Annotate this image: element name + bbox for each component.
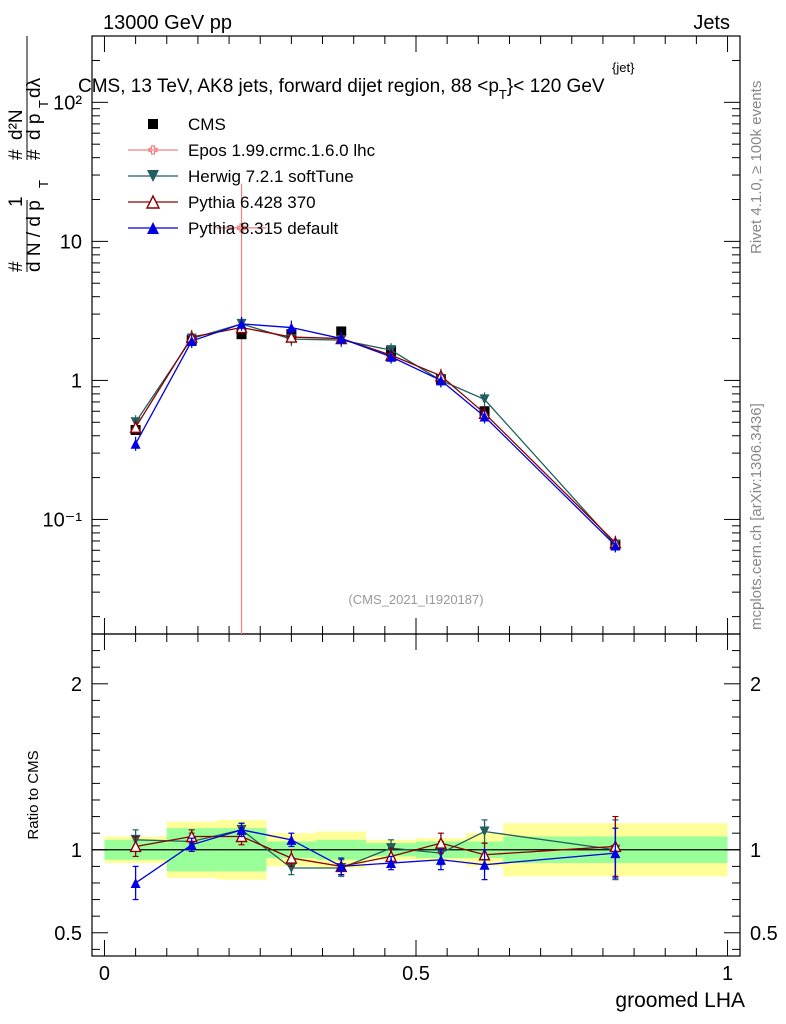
y-label-fragment: d p <box>24 114 45 140</box>
ratio-point-pythia-8-315-default <box>236 824 247 835</box>
x-axis-label: groomed LHA <box>615 989 745 1012</box>
chart-title-sub: T <box>499 87 507 102</box>
header-left: 13000 GeV pp <box>103 12 232 34</box>
ratio-point-pythia-8-315-default <box>386 858 397 869</box>
ratio-point-pythia-6-428-370 <box>434 836 448 849</box>
y-tick-label-top: 1 <box>71 370 82 392</box>
legend-label-pythia-8-315-default: Pythia 8.315 default <box>188 219 339 238</box>
chart-title-end: }< 120 GeV <box>507 76 605 97</box>
series-point-pythia-8-315-default <box>130 438 141 449</box>
y-label-fragment: T <box>36 180 51 188</box>
legend-label-pythia-6-428-370: Pythia 6.428 370 <box>188 193 316 212</box>
y-tick-label-top: 10⁻¹ <box>43 509 83 531</box>
y-tick-label-top: 10² <box>53 92 82 114</box>
ratio-point-pythia-8-315-default <box>435 854 446 865</box>
legend: CMS Epos 1.99.crmc.1.6.0 lhc Herwig 7.2.1 … <box>128 115 376 238</box>
series-point-pythia-6-428-370 <box>129 420 142 433</box>
y-axis-label-top: # 1 d N / d p T # # d²N d p T dλ <box>6 77 51 272</box>
chart-title-super: {jet} <box>612 60 635 75</box>
y-label-fragment: 1 <box>6 196 27 207</box>
ratio-point-pythia-6-428-370 <box>285 851 298 864</box>
x-tick-label: 0 <box>99 963 110 985</box>
y-label-fragment: # <box>6 261 27 272</box>
legend-marker-pythia-6-428-370 <box>145 194 161 209</box>
y-tick-label-bottom-right: 1 <box>750 840 761 862</box>
y-tick-label-bottom: 1 <box>71 840 82 862</box>
y-tick-label-bottom-right: 2 <box>750 674 761 696</box>
analysis-watermark: (CMS_2021_I1920187) <box>348 592 483 607</box>
x-tick-label: 0.5 <box>402 963 430 985</box>
y-tick-label-bottom: 2 <box>71 674 82 696</box>
series-point-pythia-8-315-default <box>435 375 446 386</box>
y-tick-label-bottom: 0.5 <box>54 923 82 945</box>
epos-point <box>236 223 247 233</box>
legend-marker-epos-1-99-crmc-1-6-0-lhc <box>148 145 158 155</box>
y-tick-label-bottom-right: 0.5 <box>750 923 778 945</box>
series-group <box>129 183 622 634</box>
x-tick-label: 1 <box>722 963 733 985</box>
cms-data-point <box>336 326 347 337</box>
series-point-pythia-8-315-default <box>236 318 247 329</box>
series-line-pythia-6-428-370 <box>135 326 616 544</box>
series-line-herwig-7-2-1-softtune <box>135 323 616 545</box>
series-point-pythia-8-315-default <box>479 411 490 422</box>
ratio-series-group <box>129 815 622 901</box>
y-label-fragment: # <box>24 149 45 160</box>
series-point-pythia-8-315-default <box>286 322 297 333</box>
y-axis-label-bottom: Ratio to CMS <box>25 750 42 839</box>
y-label-fragment: # <box>6 149 27 160</box>
ratio-point-pythia-6-428-370 <box>129 839 142 853</box>
rivet-label: Rivet 4.1.0, ≥ 100k events <box>748 81 765 254</box>
series-point-pythia-6-428-370 <box>285 330 298 343</box>
ratio-panel-frame <box>91 633 741 957</box>
series-line-pythia-8-315-default <box>135 323 616 546</box>
y-tick-label-top: 10 <box>60 231 82 253</box>
series-point-pythia-8-315-default <box>186 336 197 347</box>
legend-label-cms: CMS <box>188 115 226 134</box>
series-point-pythia-8-315-default <box>386 351 397 362</box>
series-point-pythia-8-315-default <box>336 333 347 344</box>
legend-marker-herwig-7-2-1-softtune <box>147 170 159 182</box>
ratio-point-herwig-7-2-1-softtune <box>286 863 297 874</box>
legend-label-epos-1-99-crmc-1-6-0-lhc: Epos 1.99.crmc.1.6.0 lhc <box>188 141 376 160</box>
chart-title: CMS, 13 TeV, AK8 jets, forward dijet reg… <box>78 76 605 102</box>
series-point-pythia-8-315-default <box>610 540 621 551</box>
legend-marker-pythia-8-315-default <box>147 222 159 234</box>
y-label-fragment: d N / d p <box>24 200 45 272</box>
ratio-point-pythia-8-315-default <box>186 839 197 850</box>
series-point-herwig-7-2-1-softtune <box>479 394 490 405</box>
ratio-point-pythia-8-315-default <box>130 877 141 888</box>
chart-title-main: CMS, 13 TeV, AK8 jets, forward dijet reg… <box>78 76 499 97</box>
y-label-fragment: dλ <box>24 77 45 98</box>
y-label-fragment: T <box>36 100 51 108</box>
header-right: Jets <box>693 12 730 34</box>
ratio-point-pythia-8-315-default <box>610 848 621 859</box>
axes: 0 0.5 1 10⁻¹ 1 10 10² 0.5 0.5 1 1 2 2 <box>43 35 778 985</box>
mcplots-label: mcplots.cern.ch [arXiv:1306.3436] <box>748 403 765 630</box>
legend-marker-cms <box>148 119 158 129</box>
ratio-point-pythia-8-315-default <box>286 834 297 845</box>
ratio-point-pythia-8-315-default <box>336 861 347 872</box>
ratio-point-herwig-7-2-1-softtune <box>479 826 490 837</box>
legend-label-herwig-7-2-1-softtune: Herwig 7.2.1 softTune <box>188 167 354 186</box>
ratio-point-pythia-8-315-default <box>479 859 490 870</box>
y-label-fragment: d²N <box>6 109 27 140</box>
